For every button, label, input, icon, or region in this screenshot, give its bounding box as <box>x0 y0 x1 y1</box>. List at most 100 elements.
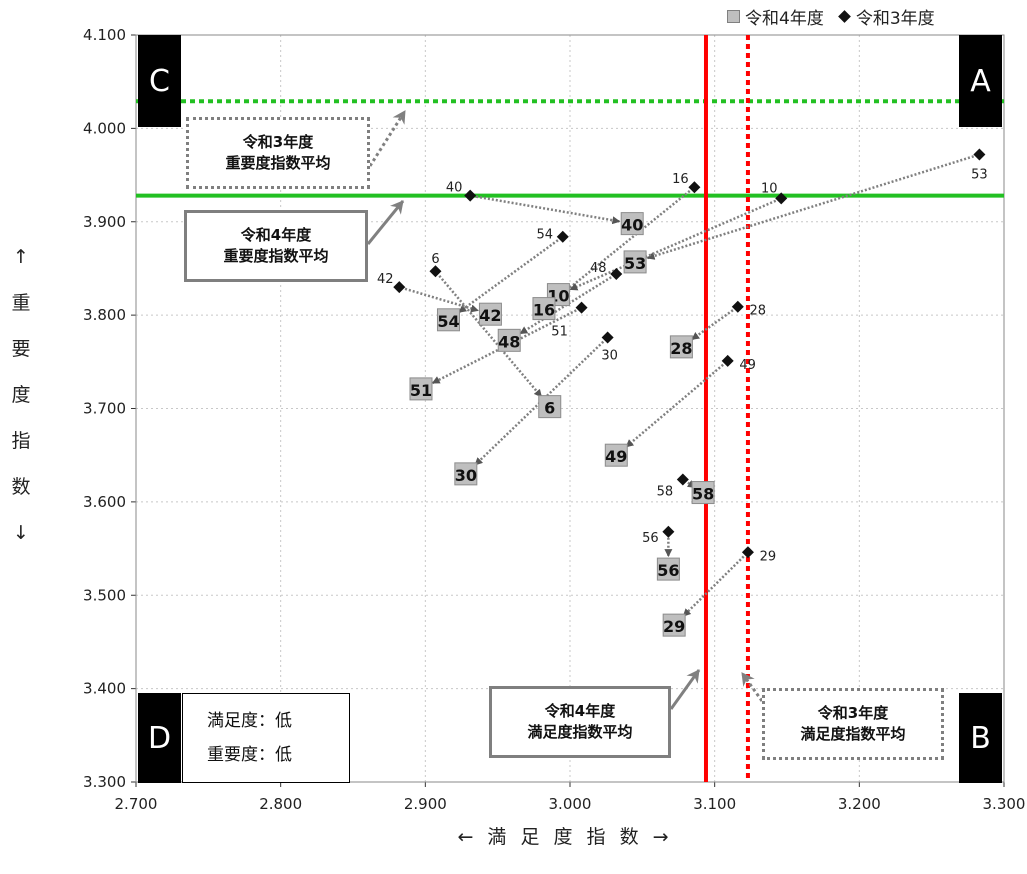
y-axis-label: ↑ 重 要 度 指 数 ↓ <box>8 248 34 570</box>
r4-point-label-29: 29 <box>663 617 685 636</box>
r4-point-label-49: 49 <box>605 447 627 466</box>
legend-label-r3: 令和3年度 <box>855 8 935 29</box>
note-satisfaction-low: 満足度：低 <box>207 711 292 731</box>
movement-arrow-54 <box>458 239 559 314</box>
r4-point-42 <box>478 302 502 326</box>
movement-arrow-29 <box>682 555 745 617</box>
y-axis-label-char: ↓ <box>13 522 29 544</box>
r4-point-label-58: 58 <box>692 485 714 504</box>
r3-point-30 <box>601 331 614 344</box>
r3-point-label-56: 56 <box>642 531 659 546</box>
r4-point-label-6: 6 <box>544 399 555 418</box>
r4-point-label-40: 40 <box>621 216 643 235</box>
y-tick-label: 3.900 <box>83 213 126 231</box>
callout-arrow-r4-importance <box>366 200 405 245</box>
x-tick-label: 3.000 <box>549 795 592 813</box>
y-tick-label: 3.700 <box>83 400 126 418</box>
r4-point-49 <box>604 443 628 467</box>
movement-arrow-16 <box>553 189 691 302</box>
r4-point-40 <box>620 212 644 236</box>
r4-point-53 <box>623 250 647 274</box>
x-tick-label: 3.200 <box>838 795 881 813</box>
callout-line: 令和4年度 <box>240 226 312 244</box>
r4-point-51 <box>409 377 433 401</box>
y-axis-label-char: 度 <box>11 384 31 406</box>
r3-point-49 <box>721 354 734 367</box>
r3-point-42 <box>393 281 406 294</box>
y-axis-label-char: 数 <box>11 476 31 498</box>
r4-point-label-56: 56 <box>657 561 679 580</box>
callout-line: 重要度指数平均 <box>223 247 329 265</box>
r3-point-label-49: 49 <box>739 358 756 373</box>
r3-point-label-48: 48 <box>590 261 607 276</box>
callout-line: 令和3年度 <box>242 133 314 151</box>
r3-point-51 <box>575 301 588 314</box>
callout-line: 満足度指数平均 <box>800 725 906 743</box>
callout-arrow-r4-satisfaction <box>669 669 701 710</box>
r4-point-56 <box>656 557 680 581</box>
r3-point-56 <box>662 525 675 538</box>
y-tick-label: 4.000 <box>83 119 126 137</box>
r3-point-40 <box>464 189 477 202</box>
r3-point-54 <box>556 230 569 243</box>
quadrant-label-d: D <box>138 693 181 783</box>
r4-point-29 <box>662 613 686 637</box>
plot-area-border <box>135 34 1005 783</box>
movement-arrow-10 <box>569 199 777 291</box>
r3-point-label-51: 51 <box>551 325 568 340</box>
callout-line: 令和4年度 <box>544 702 616 720</box>
r3-point-label-28: 28 <box>750 304 767 319</box>
r4-point-6 <box>538 395 562 419</box>
x-tick-label: 3.300 <box>983 795 1026 813</box>
movement-arrow-49 <box>625 363 724 448</box>
r4-point-label-30: 30 <box>455 466 477 485</box>
callout-r3-importance-average: 令和3年度 重要度指数平均 <box>186 117 370 189</box>
r3-point-label-40: 40 <box>446 181 463 196</box>
y-axis-label-char: ↑ <box>13 246 29 268</box>
r3-point-6 <box>429 265 442 278</box>
r4-point-30 <box>454 462 478 486</box>
note-importance-low: 重要度：低 <box>207 745 292 765</box>
r4-point-28 <box>669 335 693 359</box>
callout-r3-satisfaction-average: 令和3年度 満足度指数平均 <box>762 688 944 760</box>
x-tick-label: 2.700 <box>115 795 158 813</box>
x-tick-label: 2.800 <box>259 795 302 813</box>
y-tick-label: 3.800 <box>83 306 126 324</box>
r3-point-28 <box>731 300 744 313</box>
legend-item-r3: 令和3年度 <box>837 4 935 29</box>
r3-point-label-10: 10 <box>761 181 778 196</box>
r4-point-label-28: 28 <box>670 339 692 358</box>
r3-point-label-54: 54 <box>536 228 553 243</box>
r3-point-label-53: 53 <box>971 168 988 183</box>
r4-point-label-48: 48 <box>498 332 520 351</box>
quadrant-label-b: B <box>959 693 1002 783</box>
movement-arrow-40 <box>475 195 621 225</box>
r3-point-29 <box>741 546 754 559</box>
r4-point-label-42: 42 <box>479 306 501 325</box>
r4-point-58 <box>691 481 715 505</box>
callout-arrow-r3-importance <box>368 110 407 167</box>
r4-point-label-53: 53 <box>624 254 646 273</box>
callout-r4-satisfaction-average: 令和4年度 満足度指数平均 <box>489 686 671 758</box>
x-tick-label: 2.900 <box>404 795 447 813</box>
r3-point-label-16: 16 <box>672 172 689 187</box>
callout-line: 満足度指数平均 <box>527 723 633 741</box>
callout-arrow-r3-satisfaction <box>740 672 764 702</box>
y-tick-label: 3.400 <box>83 680 126 698</box>
r4-point-label-16: 16 <box>533 301 555 320</box>
y-axis-label-char: 指 <box>11 430 31 452</box>
r3-point-53 <box>973 148 986 161</box>
movement-arrow-42 <box>404 287 479 313</box>
y-axis-label-char: 重 <box>11 292 31 314</box>
callout-line: 重要度指数平均 <box>225 154 331 172</box>
x-tick-label: 3.100 <box>693 795 736 813</box>
r3-point-58 <box>676 473 689 486</box>
r4-point-48 <box>497 328 521 352</box>
r4-point-16 <box>532 297 556 321</box>
y-tick-label: 3.300 <box>83 773 126 791</box>
legend-square-marker <box>727 9 740 23</box>
legend: 令和4年度 令和3年度 <box>727 4 1022 29</box>
x-axis-label: ← 満 足 度 指 数 → <box>457 826 673 848</box>
quadrant-label-c: C <box>138 35 181 127</box>
